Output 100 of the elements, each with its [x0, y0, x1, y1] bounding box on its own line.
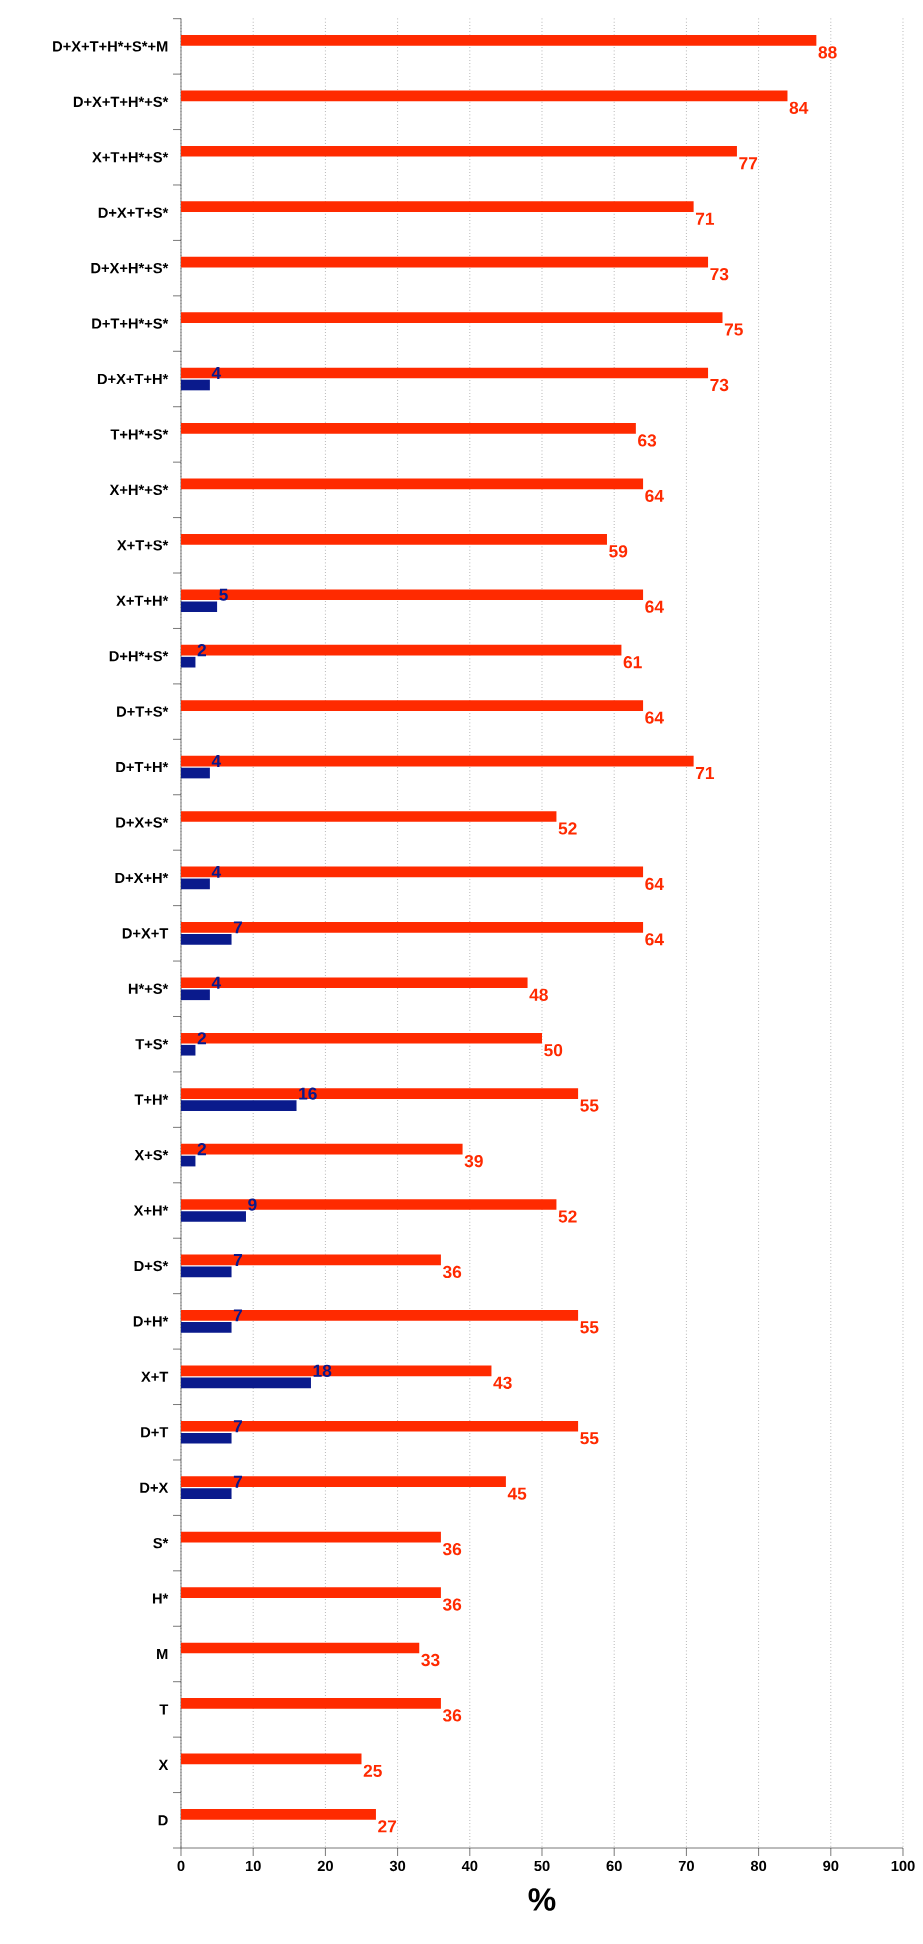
bar: [181, 1587, 441, 1598]
bar: [181, 1199, 557, 1210]
bar: [181, 379, 210, 391]
bar: [181, 601, 218, 613]
y-tick-label: X+T+H*: [116, 595, 169, 606]
data-label: 7: [233, 1309, 243, 1322]
data-label: 50: [544, 1044, 563, 1057]
data-label: 45: [507, 1487, 527, 1500]
bar: [181, 811, 557, 822]
data-label: 64: [645, 600, 664, 613]
data-label: 64: [645, 933, 664, 946]
data-label: 2: [197, 1143, 206, 1156]
bar: [181, 1254, 441, 1266]
y-tick-label: T+H*: [134, 1094, 169, 1105]
bar: [181, 989, 210, 1001]
x-tick-label: 70: [678, 1860, 694, 1872]
y-tick-label: D+H*: [133, 1316, 169, 1327]
data-label: 9: [248, 1198, 257, 1211]
y-tick-label: D+T+H*: [116, 762, 169, 773]
bar: [181, 1420, 579, 1432]
bar: [181, 1143, 463, 1155]
data-label: 7: [233, 1475, 243, 1488]
data-label: 84: [789, 101, 809, 114]
data-label: 64: [645, 489, 664, 503]
bar: [181, 1753, 362, 1765]
y-tick-label: D+T+H*+S*: [92, 318, 169, 329]
data-label: 52: [558, 1210, 577, 1223]
y-tick-label: D+X+T+H*+S*: [73, 96, 169, 108]
bar: [181, 644, 622, 656]
y-tick-label: X+S*: [134, 1149, 169, 1161]
x-tick-label: 90: [823, 1860, 839, 1872]
y-tick-label: D+T: [141, 1427, 169, 1438]
data-label: 25: [363, 1764, 382, 1777]
data-label: 27: [378, 1820, 397, 1833]
y-tick-label: X: [158, 1759, 169, 1770]
y-tick-label: X+T: [141, 1371, 169, 1382]
data-label: 5: [219, 588, 228, 601]
data-label: 7: [233, 921, 243, 934]
data-label: 36: [442, 1265, 462, 1279]
x-tick-label: 20: [317, 1860, 333, 1872]
data-label: 63: [638, 434, 657, 447]
bar: [181, 1155, 196, 1167]
bar: [181, 1365, 492, 1377]
data-label: 59: [609, 545, 628, 558]
data-label: 75: [724, 323, 743, 336]
bar: [181, 755, 694, 767]
y-tick-label: T+H*+S*: [110, 429, 169, 440]
bar: [181, 1642, 420, 1654]
data-label: 48: [529, 988, 548, 1001]
bar: [181, 656, 196, 668]
y-tick-label: X+T+H*+S*: [92, 152, 169, 163]
bar: [181, 977, 528, 989]
data-label: 71: [695, 212, 715, 225]
x-tick-label: 10: [245, 1860, 261, 1872]
y-tick-label: D+X+T+H*: [97, 373, 169, 385]
data-label: 4: [211, 976, 222, 989]
y-tick-label: D+X: [140, 1482, 169, 1493]
bar: [181, 866, 644, 878]
bar: [181, 1044, 196, 1056]
bar: [181, 922, 644, 933]
data-label: 71: [695, 767, 715, 780]
bar: [181, 367, 709, 379]
bar: [181, 1310, 579, 1321]
bar: [181, 1698, 441, 1709]
data-label: 88: [818, 46, 837, 59]
data-label: 36: [442, 1709, 462, 1722]
data-label: 4: [211, 865, 222, 878]
bar: [181, 1377, 311, 1389]
data-label: 7: [233, 1254, 243, 1266]
x-tick-label: 40: [461, 1860, 478, 1872]
data-label: 77: [739, 157, 758, 170]
bar: [181, 1432, 232, 1444]
x-axis-title: %: [528, 1888, 556, 1911]
data-label: 7: [233, 1420, 243, 1433]
bar: [181, 35, 817, 46]
y-tick-label: S*: [153, 1537, 169, 1549]
data-label: 36: [442, 1542, 462, 1556]
bar: [181, 423, 636, 434]
bar: [181, 1488, 232, 1500]
bar: [181, 1266, 232, 1278]
y-tick-label: D+X+T+H*+S*+M: [53, 41, 168, 52]
y-tick-label: D: [158, 1815, 168, 1826]
data-label: 4: [211, 367, 222, 379]
data-label: 18: [313, 1364, 332, 1377]
bar: [181, 312, 723, 323]
data-label: 39: [464, 1154, 483, 1168]
bar: [181, 1088, 579, 1099]
bar: [181, 201, 694, 213]
bar: [181, 90, 788, 102]
y-tick-label: X+H*: [133, 1205, 169, 1216]
y-tick-label: D+X+T+S*: [98, 207, 169, 218]
data-label: 36: [442, 1598, 462, 1611]
data-label: 55: [580, 1099, 599, 1112]
y-tick-label: M: [157, 1648, 168, 1660]
bar: [181, 1032, 542, 1044]
bar: [181, 256, 709, 268]
y-tick-label: D+X+T: [122, 928, 169, 939]
y-tick-label: D+T+S*: [117, 706, 169, 717]
data-label: 64: [645, 711, 664, 724]
x-tick-label: 60: [606, 1860, 622, 1872]
